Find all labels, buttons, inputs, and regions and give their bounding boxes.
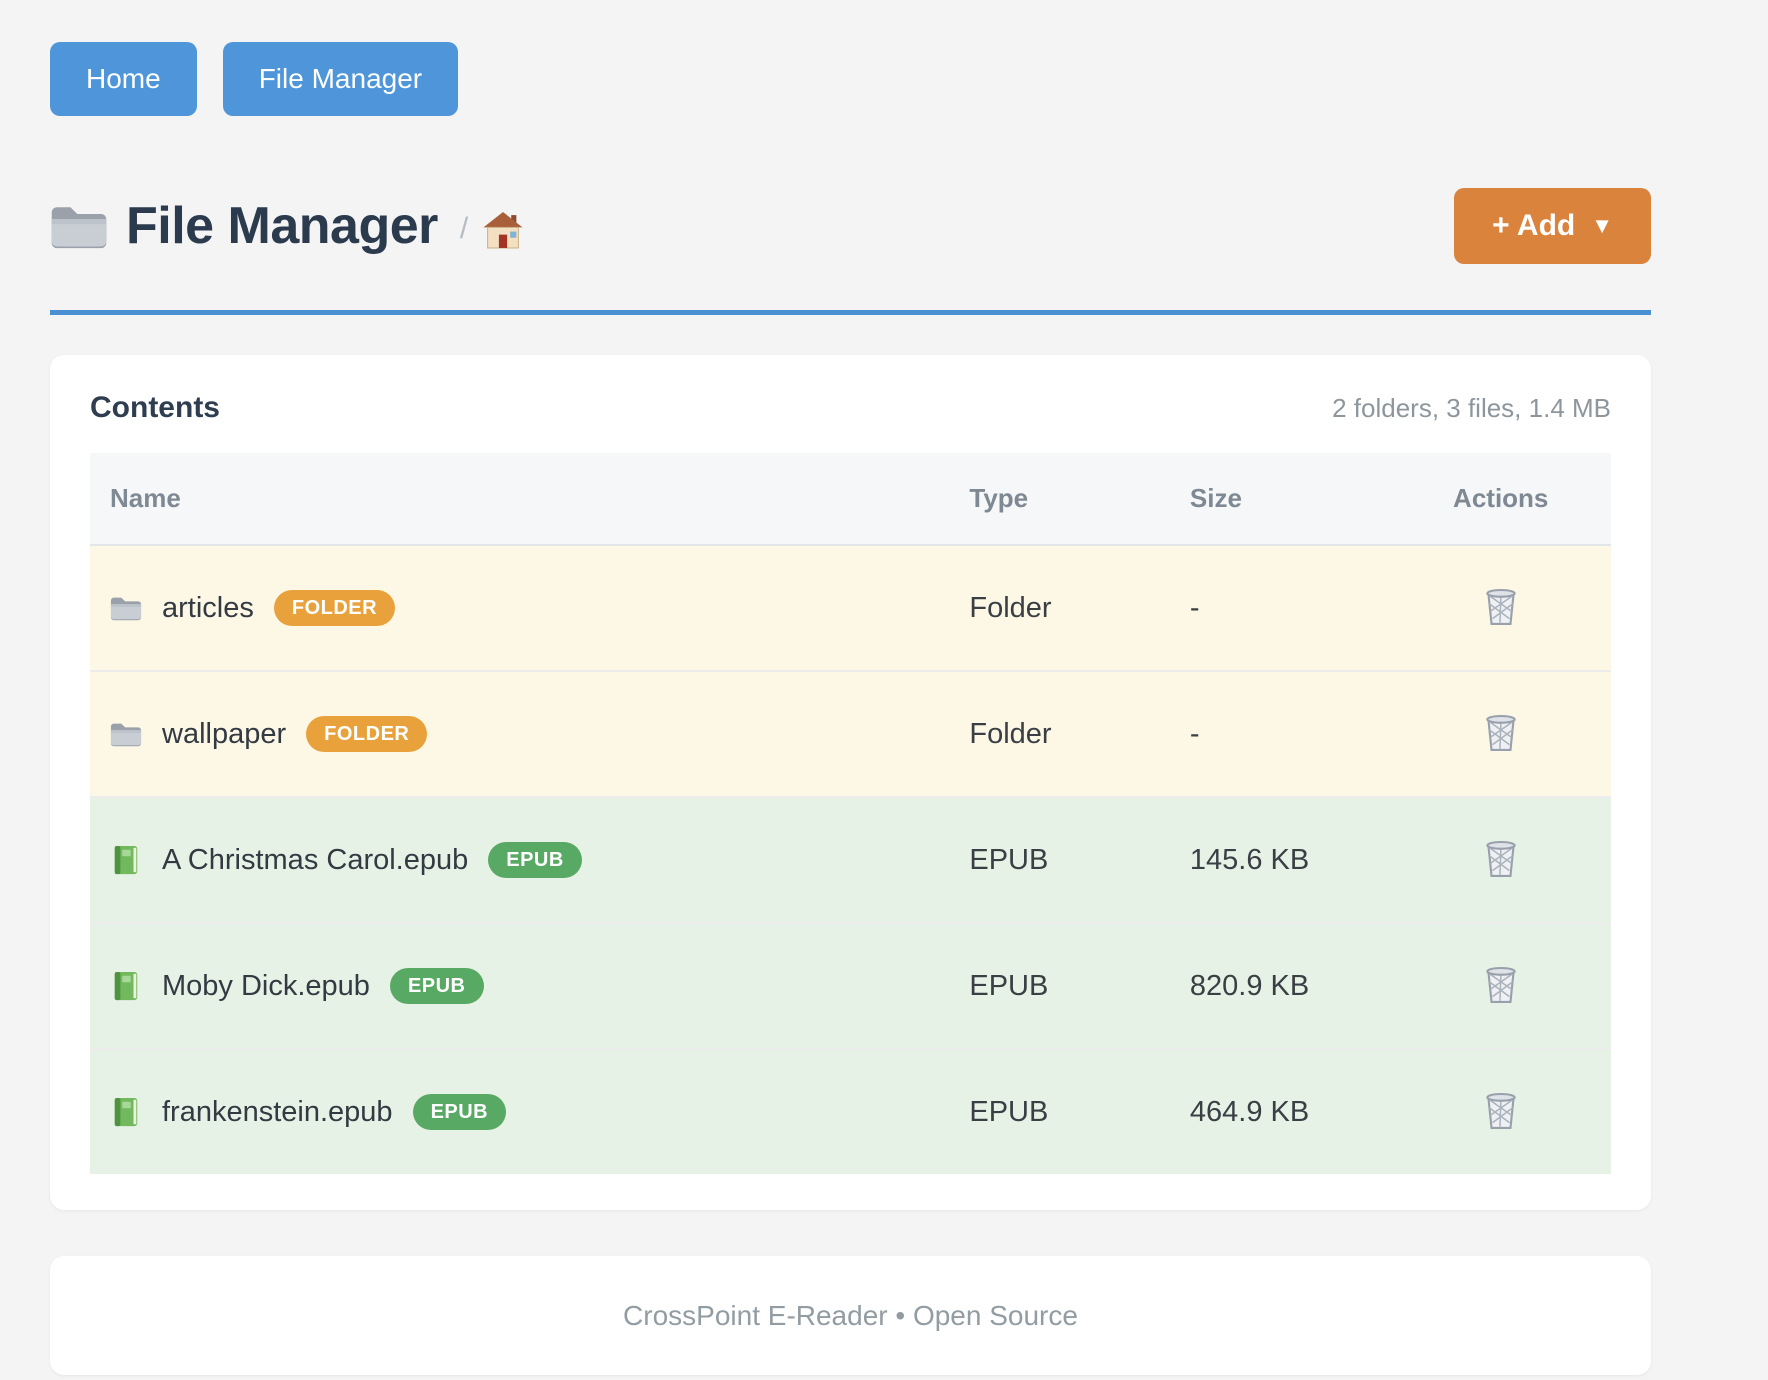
delete-button[interactable] [1479, 1086, 1523, 1134]
trash-icon [1485, 588, 1516, 625]
table-row-frankenstein: frankenstein.epub EPUB EPUB 464.9 KB [90, 1048, 1611, 1174]
epub-badge: EPUB [389, 968, 484, 1004]
entry-type: EPUB [949, 922, 1170, 1049]
entry-name-link[interactable]: A Christmas Carol.epub [162, 843, 469, 876]
folder-badge: FOLDER [273, 590, 396, 626]
entry-type: EPUB [949, 1048, 1170, 1174]
page-container: Home File Manager File Manager / + Add ▼… [50, 0, 1651, 1375]
contents-title: Contents [90, 391, 220, 424]
column-header-name: Name [90, 453, 950, 546]
breadcrumb-separator: / [459, 212, 469, 245]
epub-badge: EPUB [412, 1094, 507, 1130]
file-table-header: Name Type Size Actions [90, 453, 1611, 546]
page-header: File Manager / + Add ▼ [50, 188, 1651, 264]
table-row-articles: articles FOLDER Folder - [90, 545, 1611, 671]
epub-book-icon [114, 971, 138, 1001]
entry-size: - [1169, 545, 1391, 671]
entry-size: 820.9 KB [1169, 922, 1391, 1049]
table-row-wallpaper: wallpaper FOLDER Folder - [90, 670, 1611, 797]
contents-card-header: Contents 2 folders, 3 files, 1.4 MB [90, 391, 1611, 425]
contents-summary: 2 folders, 3 files, 1.4 MB [1332, 393, 1611, 423]
column-header-type: Type [949, 453, 1170, 546]
trash-icon [1485, 966, 1516, 1003]
add-button-label: + Add [1492, 209, 1576, 242]
title-divider [50, 310, 1651, 315]
top-nav: Home File Manager [50, 0, 1651, 116]
entry-size: 145.6 KB [1169, 796, 1391, 923]
folder-icon [110, 597, 142, 621]
column-header-actions: Actions [1390, 453, 1611, 546]
footer-card: CrossPoint E-Reader • Open Source [50, 1256, 1651, 1375]
breadcrumb-home-link[interactable] [482, 211, 524, 249]
delete-button[interactable] [1479, 834, 1523, 882]
footer-text: CrossPoint E-Reader • Open Source [623, 1299, 1078, 1331]
entry-type: Folder [949, 670, 1170, 797]
entry-name-link[interactable]: wallpaper [162, 717, 287, 750]
epub-book-icon [114, 845, 138, 875]
entry-name-link[interactable]: Moby Dick.epub [162, 969, 370, 1002]
epub-badge: EPUB [488, 842, 582, 878]
table-row-christmas-carol: A Christmas Carol.epub EPUB EPUB 145.6 K… [90, 796, 1611, 923]
folder-badge: FOLDER [306, 716, 428, 752]
delete-button[interactable] [1479, 582, 1523, 630]
add-button[interactable]: + Add ▼ [1454, 188, 1651, 264]
epub-book-icon [114, 1097, 138, 1127]
title-group: File Manager / [50, 196, 524, 256]
column-header-size: Size [1169, 453, 1391, 546]
folder-icon [110, 723, 142, 747]
table-row-moby-dick: Moby Dick.epub EPUB EPUB 820.9 KB [90, 922, 1611, 1049]
contents-card: Contents 2 folders, 3 files, 1.4 MB Name… [50, 355, 1651, 1210]
file-table: Name Type Size Actions articles FOLDER [90, 453, 1611, 1174]
delete-button[interactable] [1479, 960, 1523, 1008]
home-nav-button[interactable]: Home [50, 42, 197, 116]
entry-size: - [1169, 670, 1391, 797]
entry-type: EPUB [949, 796, 1170, 923]
entry-type: Folder [949, 545, 1170, 671]
entry-name-link[interactable]: articles [162, 591, 254, 624]
entry-name-link[interactable]: frankenstein.epub [162, 1095, 393, 1128]
folder-icon [51, 207, 107, 249]
trash-icon [1485, 714, 1516, 751]
chevron-down-icon: ▼ [1591, 213, 1613, 238]
delete-button[interactable] [1479, 708, 1523, 756]
trash-icon [1485, 840, 1516, 877]
home-icon [483, 211, 524, 249]
file-manager-nav-button[interactable]: File Manager [222, 42, 459, 116]
trash-icon [1485, 1092, 1516, 1129]
entry-size: 464.9 KB [1169, 1048, 1391, 1174]
page-title: File Manager [126, 197, 438, 255]
